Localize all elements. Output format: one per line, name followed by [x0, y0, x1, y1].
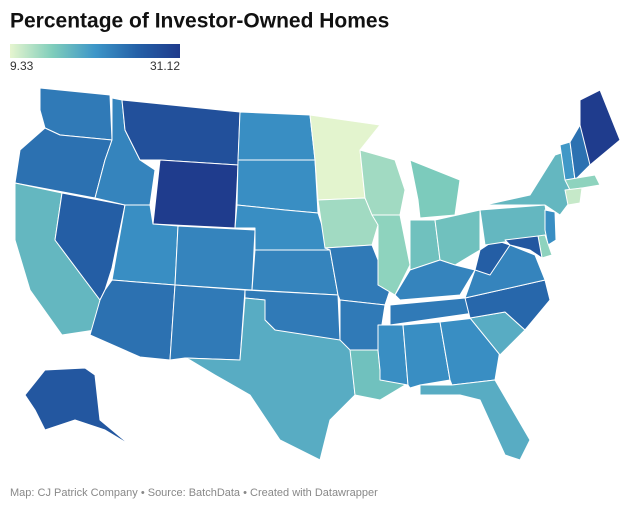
state [484, 149, 576, 216]
legend-gradient [10, 44, 180, 58]
source-note: Map: CJ Patrick Company • Source: BatchD… [10, 487, 378, 499]
state [544, 209, 557, 246]
state [564, 174, 601, 191]
state [419, 379, 531, 461]
state [394, 259, 476, 301]
state [504, 235, 543, 259]
map-title: Percentage of Investor-Owned Homes [10, 10, 389, 33]
state [569, 124, 591, 181]
state [152, 159, 239, 229]
state [409, 159, 461, 219]
state [237, 111, 316, 161]
state [564, 187, 583, 206]
state [24, 367, 131, 446]
legend-max: 31.12 [150, 59, 180, 73]
states [14, 87, 621, 461]
state [251, 249, 339, 296]
state [184, 297, 356, 461]
state [434, 209, 481, 266]
state [174, 225, 256, 291]
state [121, 99, 241, 166]
state [169, 284, 246, 361]
state [317, 197, 379, 249]
state [236, 159, 319, 214]
legend-min: 9.33 [10, 59, 34, 73]
